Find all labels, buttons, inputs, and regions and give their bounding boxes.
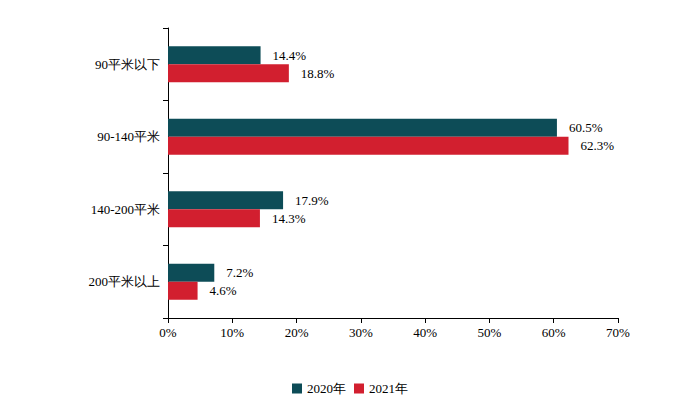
svg-text:7.2%: 7.2% xyxy=(226,265,253,280)
svg-text:20%: 20% xyxy=(285,325,309,340)
svg-text:70%: 70% xyxy=(606,325,630,340)
svg-text:200平米以上: 200平米以上 xyxy=(89,274,161,289)
svg-text:14.3%: 14.3% xyxy=(272,211,306,226)
svg-text:0%: 0% xyxy=(159,325,177,340)
svg-text:2021年: 2021年 xyxy=(369,381,408,396)
svg-text:30%: 30% xyxy=(349,325,373,340)
svg-text:90-140平米: 90-140平米 xyxy=(97,129,160,144)
svg-text:14.4%: 14.4% xyxy=(273,48,307,63)
svg-text:140-200平米: 140-200平米 xyxy=(91,202,160,217)
svg-text:62.3%: 62.3% xyxy=(581,138,615,153)
svg-text:40%: 40% xyxy=(413,325,437,340)
svg-text:60%: 60% xyxy=(542,325,566,340)
svg-text:90平米以下: 90平米以下 xyxy=(95,57,160,72)
svg-text:2020年: 2020年 xyxy=(307,381,346,396)
svg-text:17.9%: 17.9% xyxy=(295,193,329,208)
svg-text:10%: 10% xyxy=(220,325,244,340)
svg-text:60.5%: 60.5% xyxy=(569,120,603,135)
svg-text:18.8%: 18.8% xyxy=(301,66,335,81)
svg-text:4.6%: 4.6% xyxy=(210,283,237,298)
svg-text:50%: 50% xyxy=(478,325,502,340)
